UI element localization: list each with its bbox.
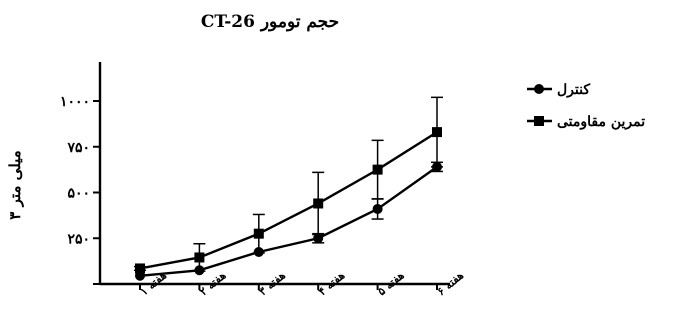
- series-line: [139, 165, 438, 277]
- data-point: [432, 127, 442, 138]
- data-point: [372, 203, 383, 214]
- legend: کنترل تمرین مقاومتی: [527, 82, 645, 130]
- series-2: [134, 96, 443, 274]
- y-tick-label: ۱۰۰۰: [60, 94, 90, 110]
- y-axis: ۲۵۰ ۵۰۰ ۷۵۰ ۱۰۰۰: [60, 62, 102, 285]
- series-line: [139, 131, 438, 270]
- legend-marker: [534, 84, 544, 94]
- data-point: [372, 164, 383, 175]
- legend-label: کنترل: [557, 82, 590, 98]
- series-layer: [134, 96, 443, 281]
- legend-marker: [534, 116, 544, 126]
- y-tick-label: ۷۵۰: [66, 140, 90, 156]
- data-point: [253, 228, 264, 239]
- x-tick-label: هفته ۶: [435, 269, 467, 299]
- y-tick-label: ۵۰۰: [67, 186, 90, 202]
- data-point: [313, 233, 324, 244]
- x-axis: هفته ۱ هفته ۲ هفته ۳ هفته ۴ هفته ۵ هفته ۶: [100, 269, 467, 299]
- data-point: [135, 263, 145, 274]
- legend-item-2: تمرین مقاومتی: [527, 114, 645, 130]
- y-tick-label: ۲۵۰: [67, 231, 90, 247]
- legend-item-1: کنترل: [527, 82, 590, 98]
- data-point: [194, 252, 205, 263]
- data-point: [313, 198, 324, 209]
- series-1: [135, 161, 443, 281]
- chart-title: حجم تومور CT-26: [201, 12, 339, 32]
- y-axis-label: میلی متر ۳: [6, 150, 24, 219]
- legend-label: تمرین مقاومتی: [557, 114, 645, 130]
